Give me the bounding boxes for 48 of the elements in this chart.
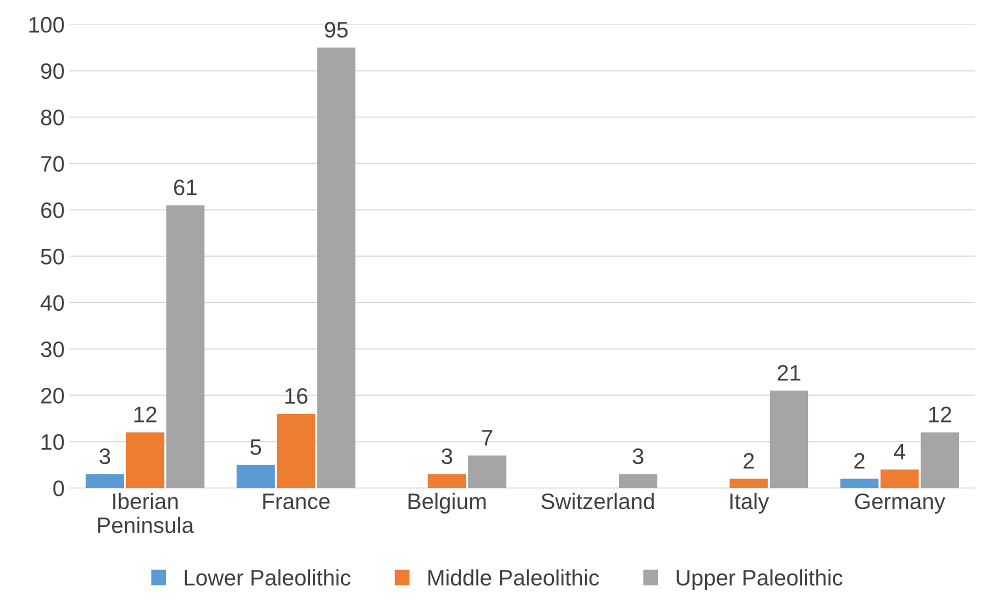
y-tick-label: 20 [41, 388, 64, 404]
bar [730, 478, 768, 488]
legend-label: Lower Paleolithic [184, 569, 350, 586]
bar [236, 464, 275, 488]
bar [276, 414, 316, 488]
legend-label: Middle Paleolithic [428, 569, 599, 586]
bar [166, 205, 204, 488]
bar [840, 478, 879, 488]
data-label: 3 [100, 448, 110, 464]
bar [86, 474, 124, 488]
data-label: 61 [174, 180, 197, 196]
y-tick-label: 0 [53, 480, 64, 496]
data-label: 3 [632, 448, 644, 464]
data-label: 12 [134, 406, 156, 422]
data-label: 5 [250, 439, 262, 455]
bar [126, 432, 164, 488]
data-label: 12 [929, 406, 952, 422]
y-tick-label: 50 [40, 248, 64, 264]
data-label: 16 [285, 388, 308, 404]
legend-label: Upper Paleolithic [676, 569, 842, 590]
y-tick-label: 70 [41, 156, 64, 172]
x-tick-label: France [263, 494, 330, 510]
bar [770, 390, 808, 488]
data-label: 4 [894, 444, 906, 460]
y-tick-label: 40 [40, 295, 64, 311]
data-label: 2 [854, 453, 864, 469]
data-label: 95 [324, 22, 348, 38]
bar [317, 48, 356, 488]
y-tick-label: 60 [41, 202, 64, 218]
x-tick-label: Italy [730, 492, 770, 514]
bar [880, 469, 919, 488]
y-tick-label: 10 [42, 434, 64, 450]
x-tick-label: Switzerland [541, 492, 654, 510]
data-label: 2 [744, 453, 754, 469]
x-tick-label: Iberian Peninsula [98, 492, 194, 534]
x-tick-label: Germany [855, 493, 946, 514]
y-tick-label: 80 [41, 110, 64, 126]
x-tick-label: Belgium [408, 492, 486, 514]
bar [428, 474, 466, 488]
bar [468, 456, 506, 488]
data-label: 3 [442, 448, 452, 464]
bar [920, 432, 960, 488]
y-tick-label: 90 [41, 63, 64, 80]
y-tick-label: 30 [40, 341, 64, 358]
data-label: 7 [482, 430, 492, 446]
data-label: 21 [778, 364, 800, 380]
y-tick-label: 100 [29, 16, 64, 33]
bar [618, 474, 658, 488]
